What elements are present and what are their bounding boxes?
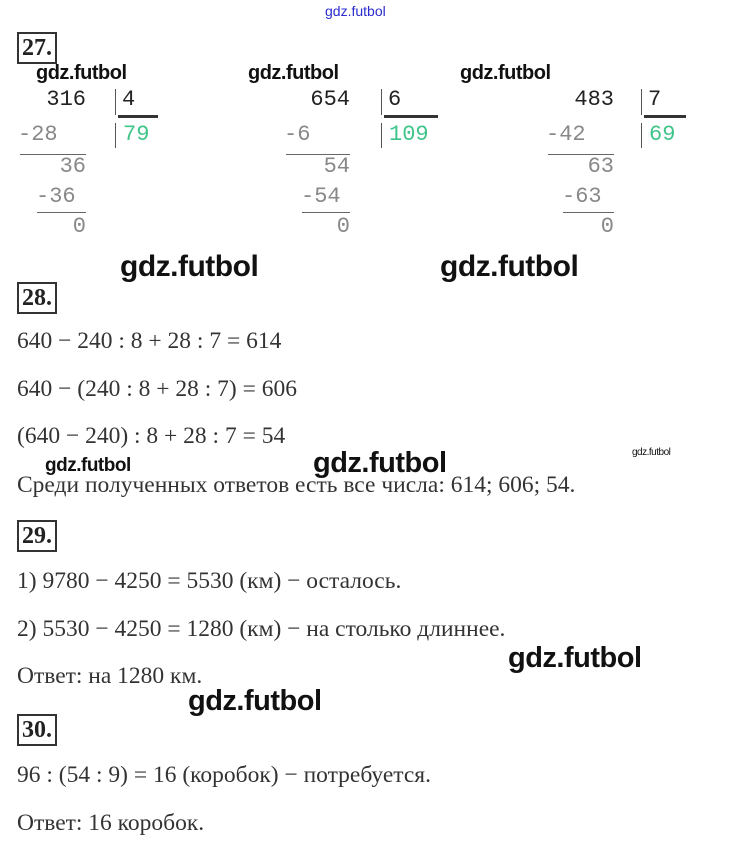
division-bracket: [381, 123, 382, 148]
divisor-underline: [644, 115, 686, 118]
watermark: gdz.futbol: [632, 447, 671, 458]
watermark: gdz.futbol: [440, 250, 579, 283]
expression-line: (640 − 240) : 8 + 28 : 7 = 54: [17, 423, 286, 449]
task-number-29: 29.: [17, 520, 57, 552]
watermark: gdz.futbol: [313, 447, 447, 479]
watermark: gdz.futbol: [325, 3, 386, 19]
dividend: 483: [574, 87, 614, 112]
division-bracket: [641, 89, 642, 115]
dividend: 654: [310, 87, 350, 112]
quotient: 79: [123, 122, 150, 147]
division-bracket: [641, 123, 642, 148]
answer-line: Ответ: на 1280 км.: [17, 663, 203, 689]
subtraction-line: [563, 212, 614, 213]
subtrahend: -54: [301, 184, 341, 209]
remainder: 0: [336, 214, 350, 239]
answer-line: Ответ: 16 коробок.: [17, 810, 205, 836]
subtrahend: -6: [284, 122, 311, 147]
watermark: gdz.futbol: [188, 685, 322, 717]
watermark: gdz.futbol: [248, 62, 339, 84]
subtraction-line: [20, 154, 86, 155]
division-bracket: [115, 89, 116, 115]
divisor-underline: [384, 115, 438, 118]
watermark: gdz.futbol: [120, 250, 259, 283]
division-bracket: [381, 89, 382, 115]
divisor: 7: [648, 87, 662, 112]
subtraction-line: [548, 154, 614, 155]
subtraction-line: [286, 154, 350, 155]
expression-line: 640 − (240 : 8 + 28 : 7) = 606: [17, 376, 297, 402]
divisor: 4: [122, 87, 136, 112]
solution-line: 96 : (54 : 9) = 16 (коробок) − потребует…: [17, 762, 431, 788]
dividend: 316: [46, 87, 86, 112]
expression-line: 640 − 240 : 8 + 28 : 7 = 614: [17, 328, 282, 354]
conclusion-line: Среди полученных ответов есть все числа:…: [17, 472, 576, 498]
remainder: 0: [600, 214, 614, 239]
divisor-underline: [118, 115, 158, 118]
division-bracket: [115, 123, 116, 148]
subtrahend: -36: [36, 184, 76, 209]
divisor: 6: [388, 87, 402, 112]
quotient: 109: [389, 122, 429, 147]
task-number-27: 27.: [17, 32, 57, 64]
solution-line: 1) 9780 − 4250 = 5530 (км) − осталось.: [17, 568, 402, 594]
watermark: gdz.futbol: [460, 62, 551, 84]
remainder: 36: [59, 154, 86, 179]
watermark: gdz.futbol: [508, 642, 642, 674]
task-number-28: 28.: [17, 282, 57, 314]
quotient: 69: [649, 122, 676, 147]
task-number-30: 30.: [17, 714, 57, 746]
remainder: 54: [323, 154, 350, 179]
solution-line: 2) 5530 − 4250 = 1280 (км) − на столько …: [17, 616, 506, 642]
subtraction-line: [302, 212, 350, 213]
subtraction-line: [37, 212, 86, 213]
subtrahend: -42: [546, 122, 586, 147]
remainder: 63: [587, 154, 614, 179]
watermark: gdz.futbol: [45, 455, 131, 476]
subtrahend: -28: [18, 122, 58, 147]
watermark: gdz.futbol: [36, 62, 127, 84]
subtrahend: -63: [562, 184, 602, 209]
remainder: 0: [72, 214, 86, 239]
